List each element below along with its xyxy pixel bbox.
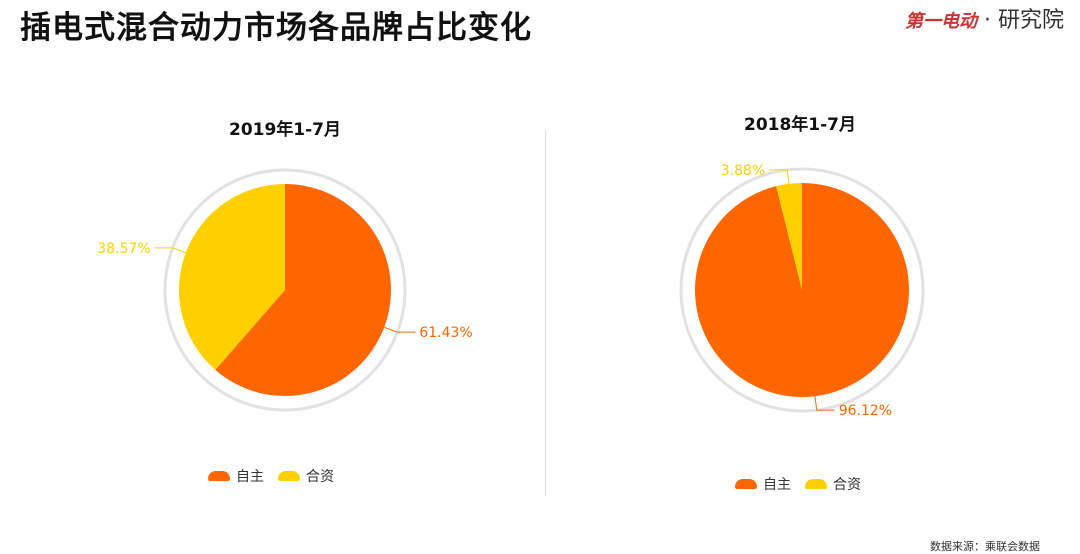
legend-swatch-zizhu xyxy=(735,479,757,489)
label-leader-0 xyxy=(384,326,416,333)
legend-2018: 自主 合资 xyxy=(727,474,861,494)
data-label-1: 38.57% xyxy=(97,241,150,257)
label-leader-0 xyxy=(814,396,835,411)
label-leader-1 xyxy=(769,169,790,184)
pie-ring xyxy=(163,168,407,412)
data-label-0: 61.43% xyxy=(419,325,472,341)
data-source: 数据来源：乘联会数据 xyxy=(930,540,1040,553)
chart-title-2018: 2018年1-7月 xyxy=(743,115,857,135)
legend-swatch-hezi xyxy=(805,479,827,489)
chart-title-2019: 2019年1-7月 xyxy=(228,120,342,140)
legend-swatch-hezi xyxy=(278,471,300,481)
divider xyxy=(545,130,546,496)
pie-slice-1 xyxy=(179,184,285,370)
pie-slice-0 xyxy=(215,184,392,397)
pie-ring xyxy=(679,167,925,413)
logo: 第一电动 · 研究院 xyxy=(905,8,1064,33)
label-leader-1 xyxy=(154,247,186,254)
legend-swatch-zizhu xyxy=(208,471,230,481)
legend-2019: 自主 合资 xyxy=(200,466,334,486)
page-title: 插电式混合动力市场各品牌占比变化 xyxy=(20,10,532,46)
data-label-0: 96.12% xyxy=(839,403,892,419)
data-label-1: 3.88% xyxy=(721,163,765,179)
pie-slice-1 xyxy=(776,183,802,290)
